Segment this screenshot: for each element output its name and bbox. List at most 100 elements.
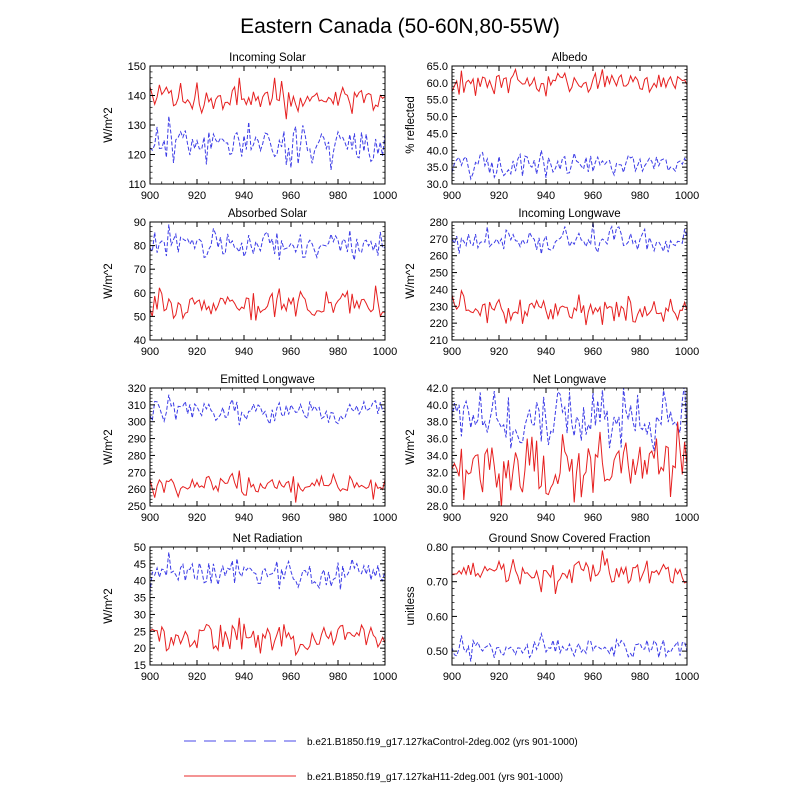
legend-label-control: b.e21.B1850.f19_g17.127kaControl-2deg.00…: [307, 737, 578, 748]
chart-panel-5: 28.0 30.0 32.0 34.0 36.0 38.0 40.0 42.0 900 920 94…: [405, 374, 699, 524]
series-line-control: [150, 552, 385, 594]
x-tick-label: 920: [188, 190, 206, 202]
y-tick-label: 65.0: [427, 61, 448, 73]
x-tick-label: 940: [537, 512, 555, 524]
series-line-h11: [150, 470, 385, 503]
y-axis-label: W/m^2: [103, 429, 115, 464]
x-tick-label: 960: [584, 190, 602, 202]
x-tick-label: 980: [329, 346, 347, 358]
y-axis-label: % reflected: [405, 96, 417, 154]
y-tick-label: 130: [128, 120, 146, 132]
y-tick-label: 35.0: [427, 162, 448, 174]
y-tick-label: 15: [134, 660, 146, 672]
x-tick-label: 940: [537, 671, 555, 683]
series-line-h11: [452, 67, 687, 97]
x-tick-label: 1000: [675, 671, 699, 683]
series-line-control: [452, 388, 687, 452]
chart-panel-6: 15 20 25 30 35 40 45 50 900 920 940 960 980 1000 Net R…: [103, 533, 397, 683]
y-tick-label: 35: [134, 593, 146, 605]
x-tick-label: 960: [584, 671, 602, 683]
y-tick-label: 280: [128, 450, 146, 462]
x-tick-label: 1000: [373, 671, 397, 683]
y-tick-label: 250: [430, 268, 448, 280]
y-axis-label: W/m^2: [103, 588, 115, 623]
y-tick-label: 140: [128, 91, 146, 103]
x-tick-label: 1000: [675, 190, 699, 202]
y-tick-label: 280: [430, 217, 448, 229]
y-axis-label: W/m^2: [405, 429, 417, 464]
y-tick-label: 70: [134, 264, 146, 276]
series-line-h11: [150, 617, 385, 657]
y-tick-label: 260: [128, 484, 146, 496]
y-tick-label: 310: [128, 400, 146, 412]
series-line-control: [452, 222, 687, 255]
x-tick-label: 900: [141, 671, 159, 683]
x-tick-label: 980: [631, 512, 649, 524]
y-tick-label: 40: [134, 335, 146, 347]
x-tick-label: 920: [188, 512, 206, 524]
series-line-h11: [452, 550, 687, 594]
chart-panel-3: 210 220 230 240 250 260 270 280 900 920 940 960 980 1…: [405, 208, 699, 358]
y-tick-label: 260: [430, 251, 448, 263]
series-line-control: [150, 224, 385, 261]
y-tick-label: 42.0: [427, 383, 448, 395]
y-tick-label: 50: [134, 542, 146, 554]
legend: b.e21.B1850.f19_g17.127kaControl-2deg.00…: [184, 737, 578, 783]
y-axis-label: W/m^2: [405, 263, 417, 298]
x-tick-label: 1000: [675, 346, 699, 358]
plot-frame: [149, 546, 386, 666]
x-tick-label: 900: [443, 512, 461, 524]
chart-title: Ground Snow Covered Fraction: [489, 533, 651, 545]
chart-title: Net Longwave: [533, 374, 607, 386]
x-tick-label: 980: [329, 190, 347, 202]
chart-panel-0: 110 120 130 140 150 900 920 940 960 980 1000 Incomi…: [103, 52, 397, 202]
y-tick-label: 0.60: [427, 611, 448, 623]
y-tick-label: 120: [128, 150, 146, 162]
series-line-h11: [452, 421, 687, 506]
y-tick-label: 28.0: [427, 501, 448, 513]
y-tick-label: 250: [128, 501, 146, 513]
x-tick-label: 980: [329, 512, 347, 524]
y-tick-label: 80: [134, 241, 146, 253]
x-tick-label: 980: [631, 190, 649, 202]
chart-title: Absorbed Solar: [228, 208, 307, 220]
y-axis-label: W/m^2: [103, 263, 115, 298]
x-tick-label: 960: [584, 512, 602, 524]
y-tick-label: 30.0: [427, 179, 448, 191]
x-tick-label: 960: [282, 190, 300, 202]
legend-label-h11: b.e21.B1850.f19_g17.127kaH11-2deg.001 (y…: [307, 772, 563, 783]
chart-panels: 110 120 130 140 150 900 920 940 960 980 1000 Incomi…: [103, 52, 699, 683]
y-tick-label: 34.0: [427, 450, 448, 462]
series-line-control: [150, 394, 385, 426]
y-tick-label: 30.0: [427, 484, 448, 496]
x-tick-label: 1000: [373, 512, 397, 524]
y-tick-label: 45.0: [427, 128, 448, 140]
x-tick-label: 920: [188, 671, 206, 683]
x-tick-label: 940: [235, 190, 253, 202]
x-tick-label: 940: [537, 190, 555, 202]
chart-title: Emitted Longwave: [220, 374, 315, 386]
series-line-control: [452, 150, 687, 181]
figure-title: Eastern Canada (50-60N,80-55W): [240, 15, 560, 38]
chart-title: Incoming Solar: [229, 52, 306, 64]
y-tick-label: 36.0: [427, 434, 448, 446]
y-tick-label: 90: [134, 217, 146, 229]
y-tick-label: 290: [128, 434, 146, 446]
x-tick-label: 900: [443, 671, 461, 683]
x-tick-label: 900: [141, 190, 159, 202]
y-tick-label: 25: [134, 626, 146, 638]
y-tick-label: 300: [128, 417, 146, 429]
x-tick-label: 920: [490, 190, 508, 202]
chart-panel-4: 250 260 270 280 290 300 310 320 900 920 940 960 980 1…: [103, 374, 397, 524]
x-tick-label: 900: [443, 190, 461, 202]
y-axis-label: W/m^2: [103, 107, 115, 142]
x-tick-label: 1000: [675, 512, 699, 524]
y-tick-label: 110: [128, 179, 146, 191]
y-tick-label: 230: [430, 301, 448, 313]
chart-title: Incoming Longwave: [518, 208, 620, 220]
x-tick-label: 940: [537, 346, 555, 358]
chart-title: Albedo: [552, 52, 588, 64]
y-tick-label: 60.0: [427, 78, 448, 90]
x-tick-label: 1000: [373, 190, 397, 202]
